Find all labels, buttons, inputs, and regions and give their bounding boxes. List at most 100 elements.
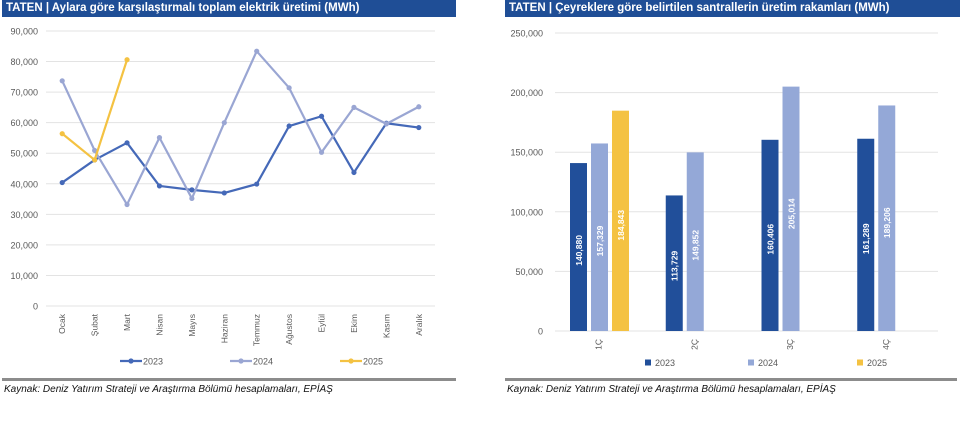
x-tick-label: Mart [122,313,132,331]
x-tick-label: Haziran [219,314,229,344]
y-tick-label: 200,000 [510,88,543,98]
data-point-2023 [59,179,65,186]
legend-swatch-2025 [857,359,863,366]
y-tick-label: 0 [538,327,543,337]
x-tick-label: 2Ç [689,339,699,350]
left-source-note: Kaynak: Deniz Yatırım Strateji ve Araştı… [4,384,333,395]
data-point-2023 [124,140,130,146]
data-point-2024 [221,120,227,126]
data-point-2024 [416,104,422,110]
data-point-2024 [383,121,389,127]
bar-2024 [591,143,608,331]
x-tick-label: Aralık [414,313,424,335]
data-point-2025 [124,57,130,63]
data-point-2024 [92,147,98,154]
series-line-2023 [61,115,419,195]
series-line-2024 [61,50,420,206]
bar-2023 [570,163,587,331]
bar-data-label: 160,406 [766,224,776,255]
bar-data-label: 140,880 [574,235,584,266]
bar-chart-panel: TATEN | Çeyreklere göre belirtilen santr… [505,0,960,17]
line-chart-panel: TATEN | Aylara göre karşılaştırmalı topl… [0,0,460,17]
legend-label: 2024 [253,357,273,367]
x-tick-label: Kasım [381,314,391,338]
x-tick-label: Ekim [349,314,359,333]
data-point-2024 [59,78,65,84]
legend-label: 2023 [143,357,163,367]
bar-data-label: 205,014 [787,198,797,229]
data-point-2024 [318,149,325,155]
legend-label: 2025 [363,357,383,367]
legend-label: 2024 [758,358,778,368]
y-tick-label: 250,000 [510,29,543,39]
bar-data-label: 113,729 [670,251,680,282]
data-point-2023 [254,181,260,187]
y-tick-label: 150,000 [510,148,543,158]
legend-marker-2023 [128,358,134,364]
data-point-2023 [156,183,163,189]
data-point-2023 [221,190,227,196]
x-tick-label: Temmuz [252,314,262,346]
legend-swatch-2023 [645,359,651,366]
data-point-2024 [189,195,195,202]
x-tick-label: Ocak [57,313,67,334]
bar-data-label: 149,852 [691,230,701,261]
y-tick-label: 30,000 [10,210,38,220]
y-tick-label: 20,000 [10,240,38,250]
data-point-2024 [124,201,130,208]
data-point-2023 [286,123,292,129]
legend-swatch-2024 [748,359,754,366]
left-divider [2,378,456,381]
x-tick-label: Eylül [317,314,327,333]
bar-chart-title: TATEN | Çeyreklere göre belirtilen santr… [505,0,960,17]
right-source-note: Kaynak: Deniz Yatırım Strateji ve Araştı… [507,384,836,395]
line-chart-title: TATEN | Aylara göre karşılaştırmalı topl… [2,0,456,17]
data-point-2023 [351,169,357,176]
bar-data-label: 184,843 [616,210,626,241]
bar-chart: 0 50,000 100,000 150,000 200,000 250,000 140,8… [510,29,938,368]
data-point-2024 [156,135,163,141]
y-tick-label: 10,000 [10,271,38,281]
series-line-2025 [61,59,129,162]
y-tick-label: 80,000 [10,57,38,67]
data-point-2023 [416,124,422,131]
bar-2024 [686,152,704,331]
legend-marker-2025 [348,358,354,364]
y-tick-label: 60,000 [10,118,38,128]
legend-label: 2025 [867,358,887,368]
bar-2023 [761,139,779,331]
bar-2023 [857,138,875,331]
data-point-2024 [254,48,260,54]
y-tick-label: 50,000 [10,149,38,159]
data-point-2024 [286,85,292,91]
bar-data-label: 189,206 [882,207,892,238]
x-tick-label: 3Ç [785,339,795,350]
legend-marker-2024 [238,358,244,364]
x-tick-label: Şubat [90,313,100,336]
x-tick-label: 1Ç [594,339,604,350]
y-tick-label: 100,000 [510,207,543,217]
bar-2024 [878,105,896,331]
bar-data-label: 157,329 [595,225,605,256]
bar-2023 [665,195,683,331]
line-chart: 0 10,000 20,000 30,000 40,000 50,000 60,000 70,… [10,27,435,367]
y-tick-label: 50,000 [515,267,543,277]
data-point-2025 [92,157,98,163]
x-tick-label: 4Ç [881,339,891,350]
data-point-2024 [351,104,357,110]
y-tick-label: 90,000 [10,27,38,37]
data-point-2025 [59,131,65,137]
y-tick-label: 40,000 [10,179,38,189]
y-tick-label: 0 [33,302,38,312]
y-tick-label: 70,000 [10,88,38,98]
bar-2025 [612,110,629,331]
right-divider [505,378,957,381]
x-tick-label: Ağustos [284,314,294,345]
x-tick-label: Nisan [154,314,164,336]
bar-2024 [782,86,800,331]
bar-data-label: 161,289 [861,223,871,254]
data-point-2023 [318,113,325,119]
legend-label: 2023 [655,358,675,368]
data-point-2023 [189,187,195,193]
x-tick-label: Mayıs [187,314,197,337]
